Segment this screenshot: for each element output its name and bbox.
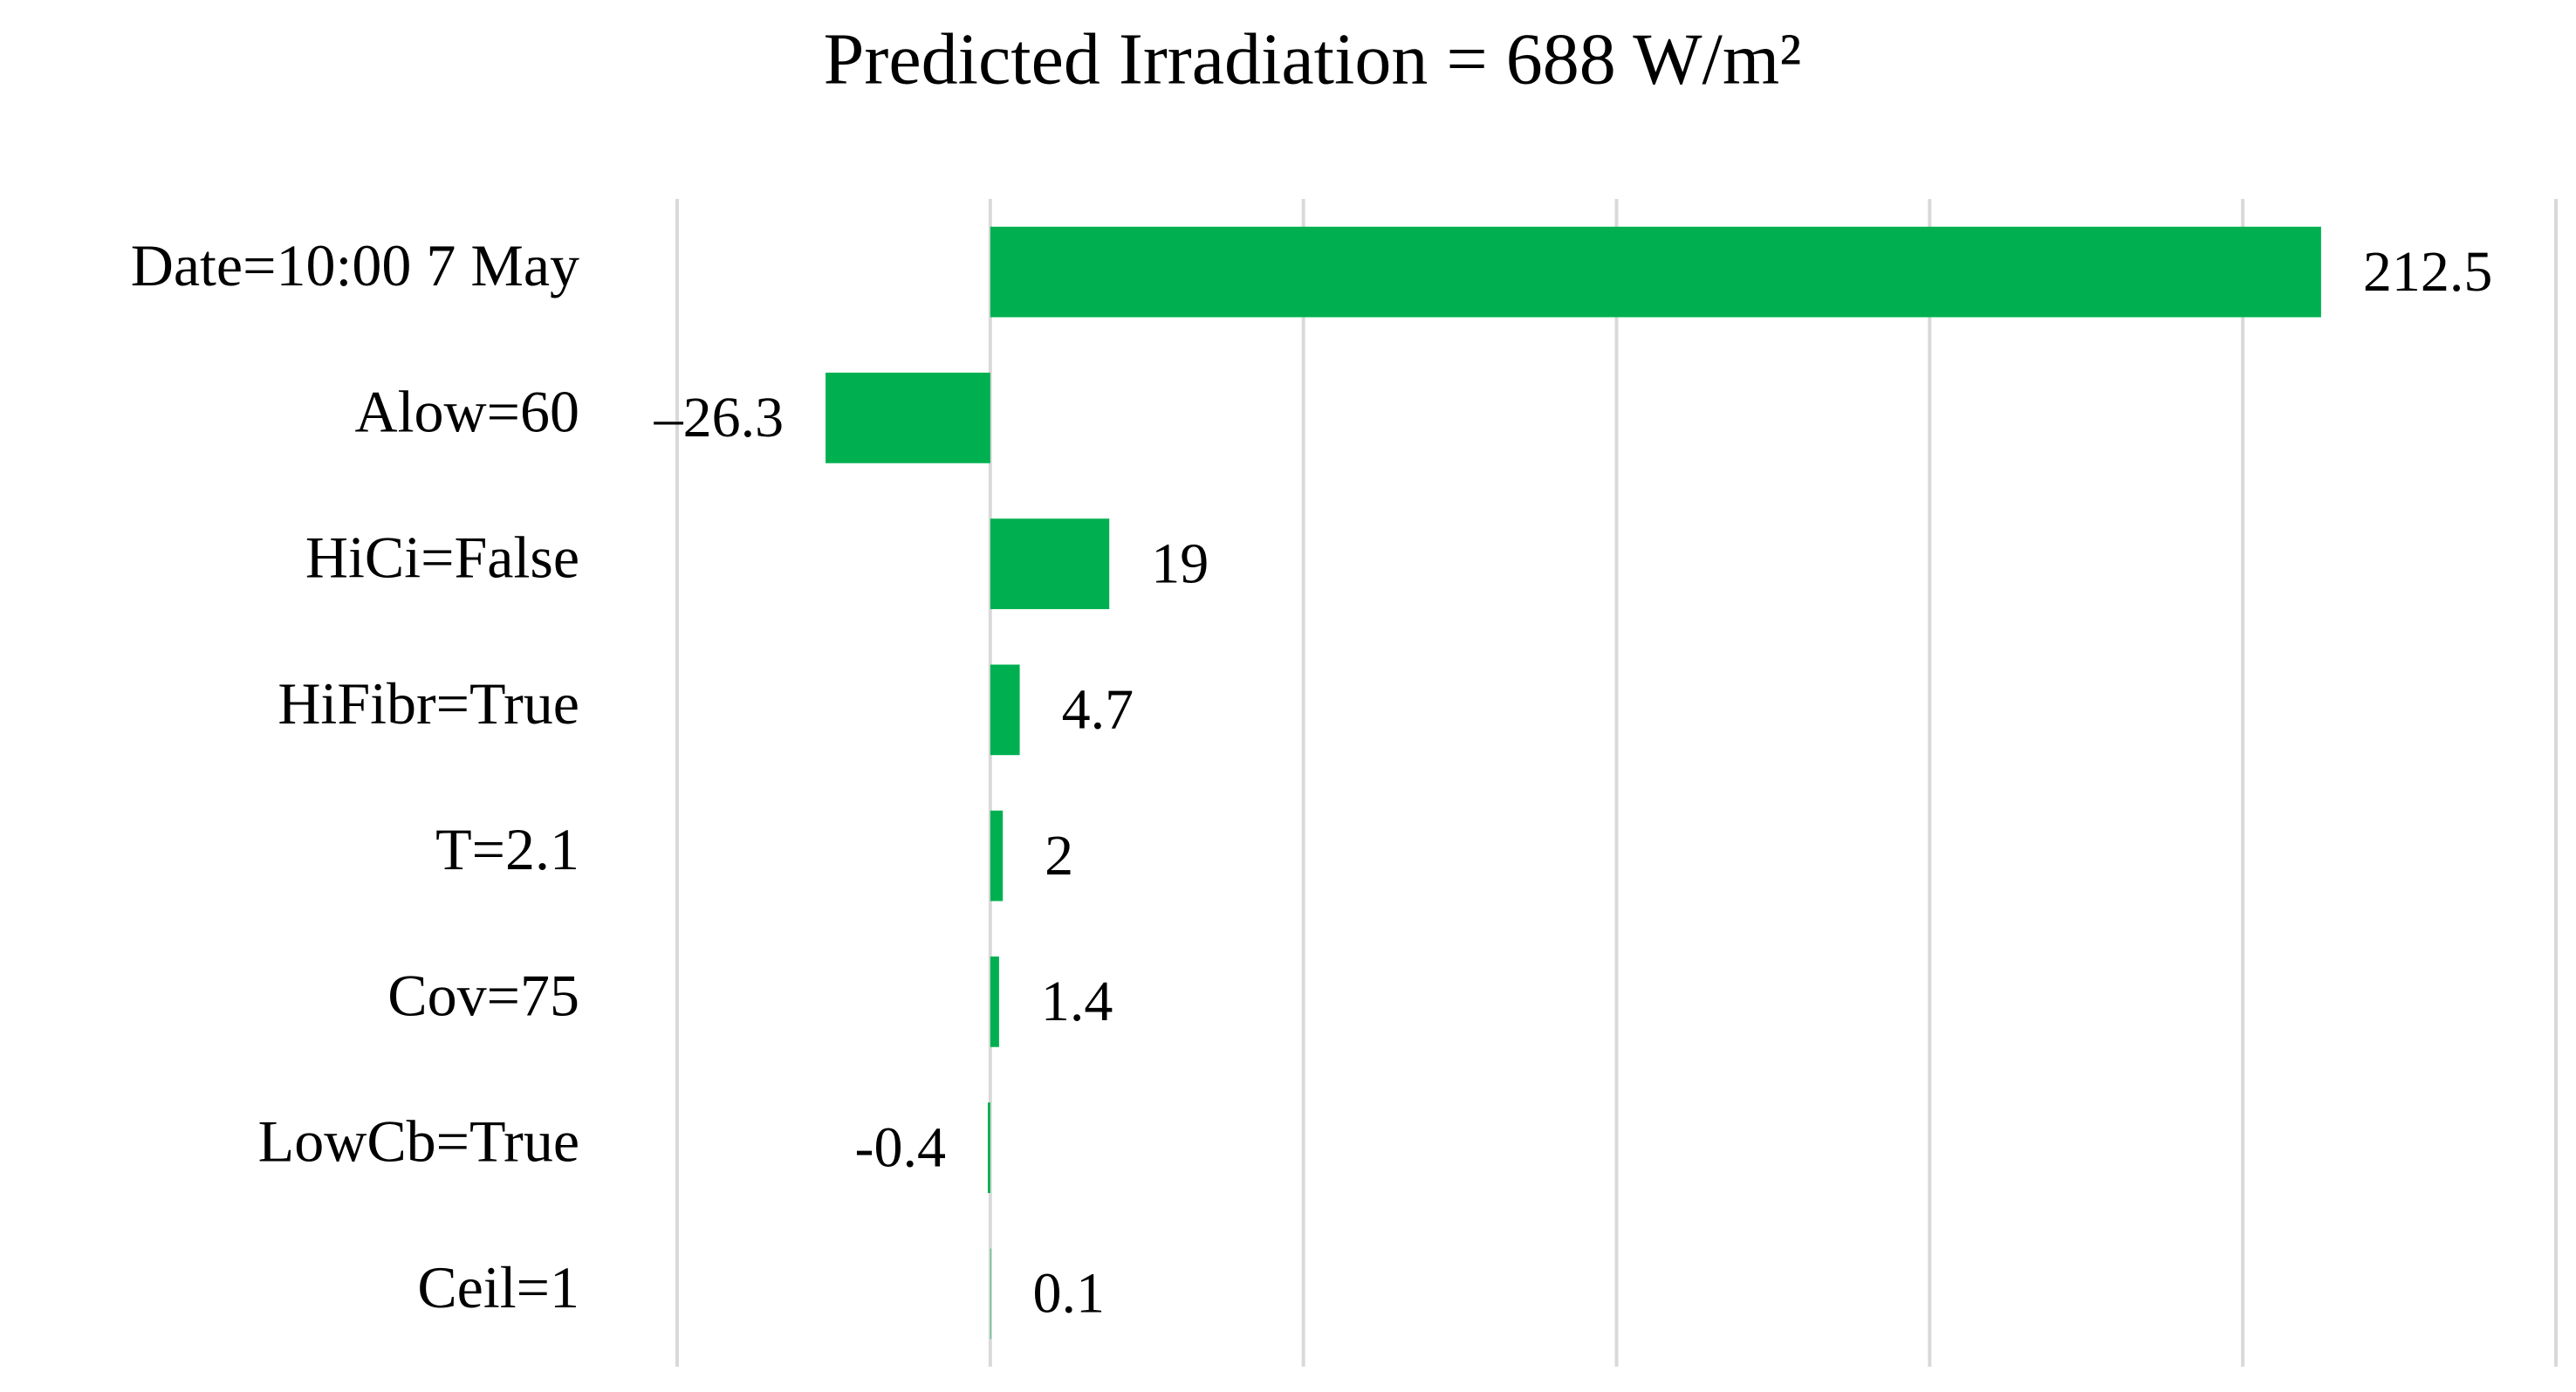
data-label: 1.4 xyxy=(1041,970,1113,1033)
y-tick-label: HiCi=False xyxy=(305,525,579,591)
data-label: 19 xyxy=(1151,531,1209,595)
y-tick-label: T=2.1 xyxy=(435,816,579,882)
bar xyxy=(990,226,2321,318)
data-label: -0.4 xyxy=(854,1115,945,1179)
y-tick-label: Ceil=1 xyxy=(417,1254,579,1320)
y-tick-label: LowCb=True xyxy=(258,1108,579,1175)
bar xyxy=(987,1102,990,1193)
y-tick-label: Date=10:00 7 May xyxy=(131,232,579,298)
data-label: 0.1 xyxy=(1033,1262,1106,1326)
bar xyxy=(826,373,990,463)
data-label: 2 xyxy=(1045,824,1073,888)
y-tick-label: HiFibr=True xyxy=(277,670,579,737)
data-label: –26.3 xyxy=(654,386,784,449)
bar xyxy=(990,518,1110,609)
y-tick-label: Alow=60 xyxy=(355,378,579,444)
bar xyxy=(990,810,1004,902)
data-label: 212.5 xyxy=(2363,240,2493,304)
data-label: 4.7 xyxy=(1062,678,1134,742)
bar xyxy=(990,957,999,1047)
y-tick-label: Cov=75 xyxy=(387,962,579,1028)
bar xyxy=(990,1248,991,1340)
bar xyxy=(990,664,1020,756)
chart-title: Predicted Irradiation = 688 W/m² xyxy=(824,18,1802,99)
